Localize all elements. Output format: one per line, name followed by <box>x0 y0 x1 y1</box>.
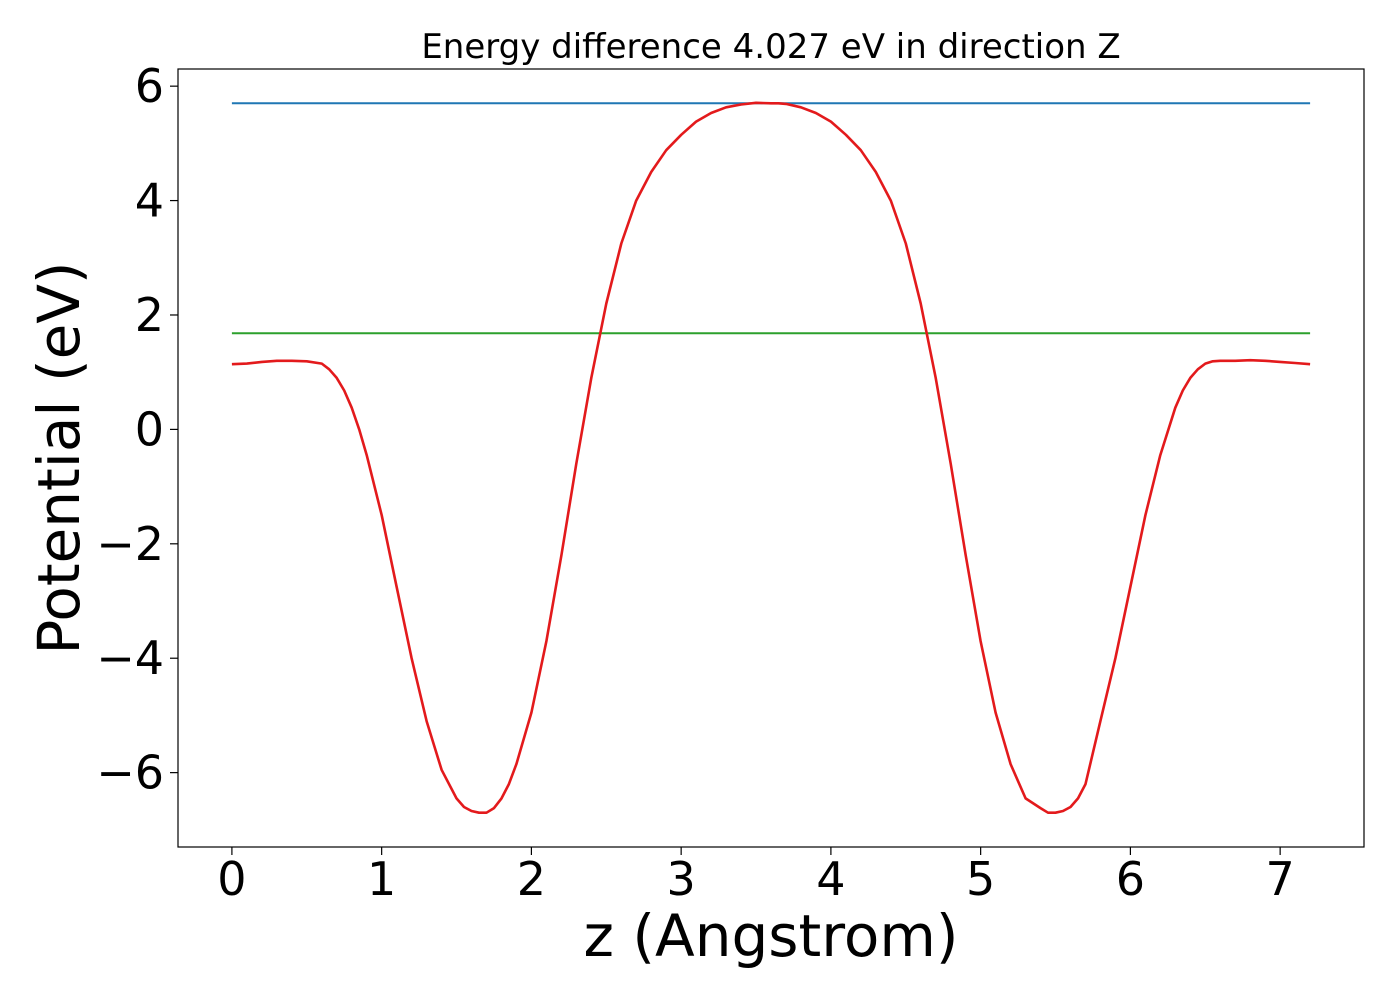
x-tick-label: 5 <box>966 852 995 906</box>
y-tick-label: −2 <box>96 517 164 571</box>
x-axis-ticks: 0 1 2 3 4 5 6 7 <box>217 847 1295 906</box>
x-tick-label: 2 <box>517 852 546 906</box>
x-axis-label: z (Angstrom) <box>584 902 959 970</box>
plot-area-background <box>178 69 1364 847</box>
series-layer <box>231 101 1311 815</box>
y-tick-label: 6 <box>135 59 164 113</box>
x-tick-label: 7 <box>1266 852 1295 906</box>
y-axis-label: Potential (eV) <box>25 261 93 654</box>
x-tick-label: 1 <box>367 852 396 906</box>
y-tick-label: 0 <box>135 402 164 456</box>
y-tick-label: 2 <box>135 288 164 342</box>
y-tick-label: 4 <box>135 174 164 228</box>
x-tick-label: 0 <box>217 852 246 906</box>
plot-area-frame <box>177 68 1365 848</box>
x-tick-label: 6 <box>1116 852 1145 906</box>
y-tick-label: −4 <box>96 631 164 685</box>
series-line-3 <box>231 101 1311 815</box>
x-tick-label: 3 <box>667 852 696 906</box>
y-axis-ticks: −6 −4 −2 0 2 4 6 <box>96 59 178 800</box>
chart-title: Energy difference 4.027 eV in direction … <box>421 27 1120 67</box>
x-tick-label: 4 <box>816 852 845 906</box>
y-tick-label: −6 <box>96 746 164 800</box>
